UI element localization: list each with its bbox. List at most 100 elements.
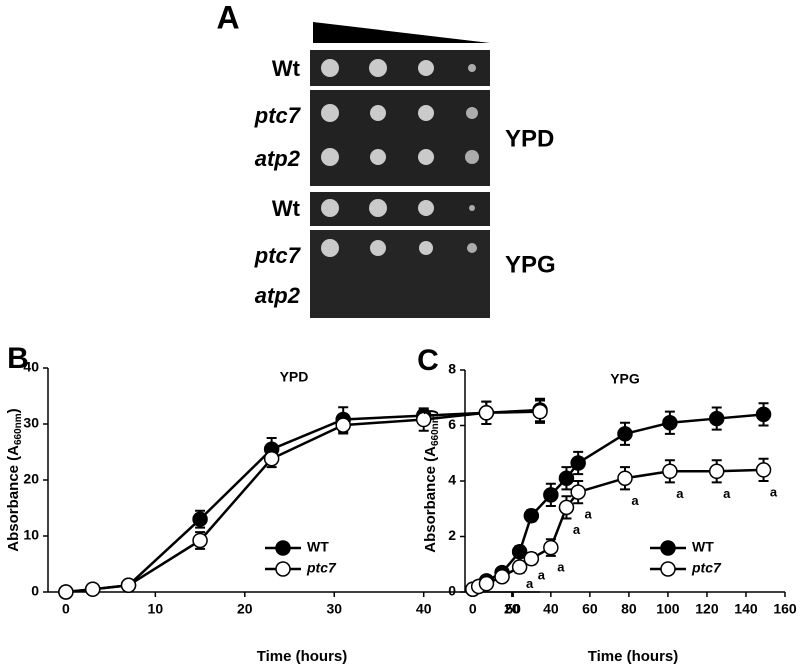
colony-spot: [321, 239, 339, 257]
colony-spot: [370, 149, 386, 165]
data-point: [755, 406, 772, 423]
legend-marker: [660, 540, 676, 556]
y-tick-label: 2: [448, 527, 456, 543]
y-tick-label: 0: [448, 583, 456, 599]
colony-spot: [418, 149, 434, 165]
strain-label: ptc7: [254, 243, 302, 268]
significance-label: a: [526, 576, 534, 591]
strain-label: atp2: [255, 283, 301, 308]
x-tick-label: 120: [695, 601, 719, 617]
colony-spot: [465, 150, 479, 164]
data-point: [120, 577, 137, 594]
x-axis-label: Time (hours): [257, 648, 348, 665]
significance-label: a: [723, 486, 731, 501]
legend-label: WT: [307, 539, 329, 555]
data-point: [617, 426, 633, 442]
y-axis-label: Absorbance (A660nm): [422, 409, 441, 552]
data-point: [570, 484, 586, 500]
data-point: [662, 463, 678, 480]
x-tick-label: 40: [543, 601, 559, 617]
plate: [310, 90, 490, 186]
y-tick-label: 40: [23, 359, 39, 375]
legend-marker: [275, 561, 291, 577]
x-tick-label: 10: [148, 601, 164, 617]
plate: [310, 50, 490, 86]
data-point: [478, 405, 495, 421]
data-point: [708, 410, 725, 427]
y-axis-label: Absorbance (A660nm): [5, 408, 24, 551]
x-tick-label: 160: [773, 601, 797, 617]
data-point: [570, 455, 586, 471]
data-point: [478, 575, 495, 592]
colony-spot: [321, 148, 339, 166]
y-label-sub: 660nm: [430, 414, 441, 446]
significance-label: a: [538, 568, 546, 583]
colony-spot: [369, 59, 387, 77]
legend-marker: [275, 540, 291, 556]
significance-label: a: [631, 493, 639, 508]
dilution-wedge: [313, 22, 490, 43]
y-label-sub: 660nm: [13, 413, 24, 445]
data-point: [84, 581, 101, 597]
plate: [310, 192, 490, 226]
strain-label: ptc7: [254, 103, 302, 128]
medium-label: YPG: [505, 251, 556, 278]
data-point: [543, 539, 559, 556]
y-tick-label: 6: [448, 416, 456, 432]
x-tick-label: 20: [237, 601, 253, 617]
data-point: [192, 511, 208, 527]
strain-label: Wt: [272, 56, 301, 81]
colony-spot: [418, 60, 434, 76]
legend-label: ptc7: [691, 560, 722, 576]
colony-spot: [469, 205, 475, 211]
x-tick-label: 80: [621, 601, 637, 617]
x-tick-label: 30: [326, 601, 342, 617]
colony-spot: [418, 200, 434, 216]
x-tick-label: 100: [656, 601, 680, 617]
colony-spot: [419, 241, 433, 255]
y-label-main: Absorbance (A: [422, 446, 439, 553]
colony-spot: [321, 104, 339, 122]
panel-label: B: [7, 342, 29, 375]
data-point: [335, 417, 351, 433]
significance-label: a: [585, 507, 593, 522]
y-tick-label: 8: [448, 361, 456, 377]
series-line: [65, 410, 541, 594]
x-axis-label: Time (hours): [588, 648, 679, 665]
plate: [310, 230, 490, 318]
colony-spot: [418, 105, 434, 121]
y-tick-label: 10: [23, 527, 39, 543]
x-tick-label: 0: [62, 601, 70, 617]
data-point: [617, 470, 633, 486]
data-point: [192, 532, 208, 549]
colony-spot: [370, 105, 386, 121]
legend-marker: [660, 561, 676, 577]
strain-label: Wt: [272, 196, 301, 221]
data-point: [523, 550, 540, 567]
series-line: [65, 408, 541, 594]
significance-label: a: [770, 484, 778, 499]
chart-title: YPG: [610, 371, 640, 387]
significance-label: a: [676, 486, 684, 501]
x-tick-label: 0: [469, 601, 477, 617]
panel-label: C: [417, 344, 439, 377]
y-tick-label: 0: [31, 583, 39, 599]
data-point: [511, 544, 528, 560]
x-tick-label: 40: [416, 601, 432, 617]
data-point: [558, 499, 575, 516]
colony-spot: [321, 59, 339, 77]
x-tick-label: 20: [504, 601, 520, 617]
data-point: [708, 463, 725, 480]
data-point: [415, 411, 432, 428]
medium-label: YPD: [505, 125, 554, 152]
colony-spot: [466, 107, 478, 119]
data-point: [523, 507, 540, 524]
data-point: [755, 462, 772, 478]
colony-spot: [370, 240, 386, 256]
data-point: [263, 450, 280, 467]
significance-label: a: [573, 522, 581, 537]
significance-label: a: [557, 559, 565, 574]
data-point: [511, 559, 528, 575]
